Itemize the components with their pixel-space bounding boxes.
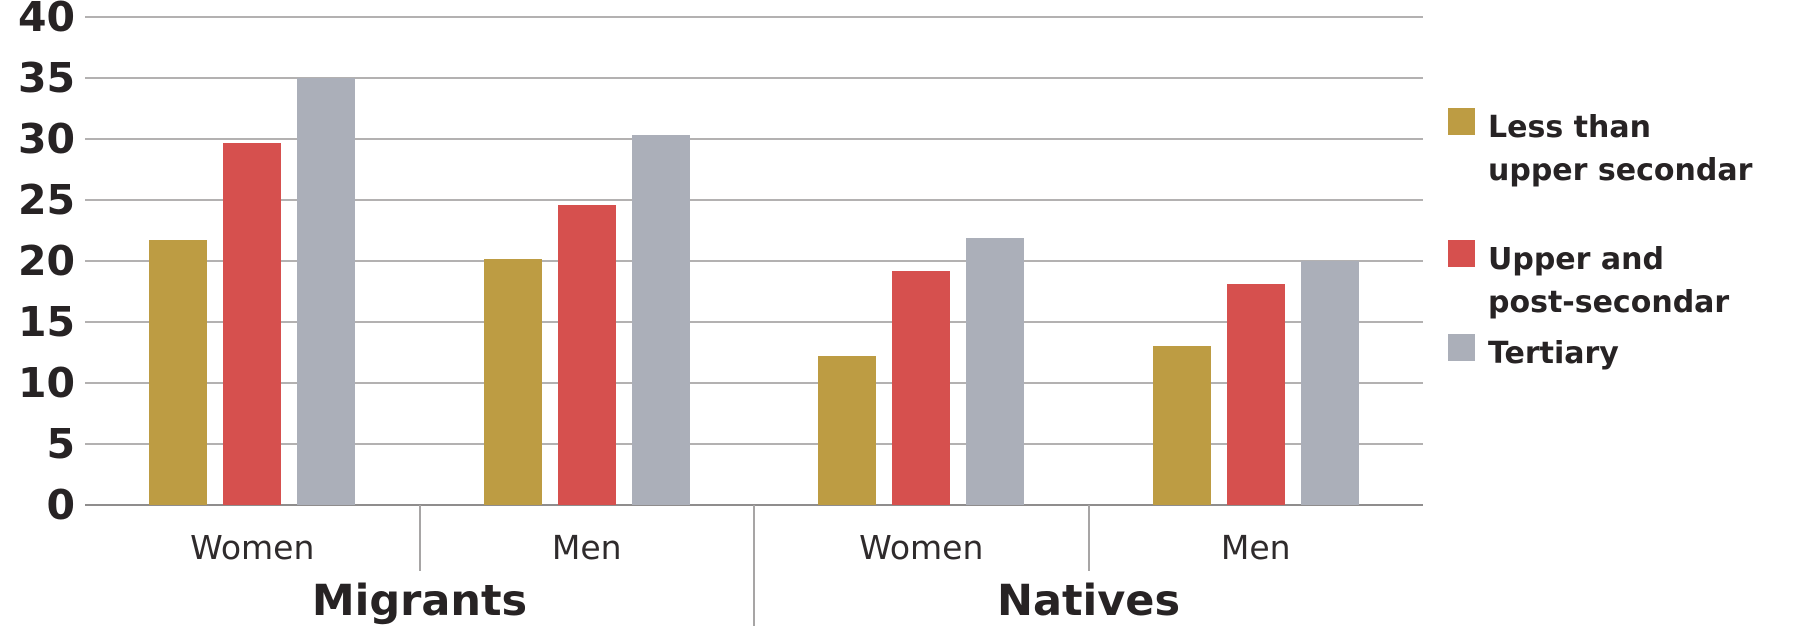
axis-divider-group <box>753 505 755 626</box>
legend-item-upper-and-post-secondary: Upper and post-secondar <box>1448 238 1729 324</box>
x-category-label-2-women: Women <box>859 528 984 567</box>
gridline-30 <box>85 138 1423 140</box>
axis-divider-category <box>418 505 421 571</box>
y-tick-label-5: 5 <box>46 420 75 468</box>
y-tick-label-30: 30 <box>17 115 75 163</box>
bar-natives-men-less-than-upper-secondar <box>1152 346 1211 505</box>
gridline-25 <box>85 199 1423 201</box>
x-group-label-natives: Natives <box>996 576 1181 626</box>
gridline-35 <box>85 77 1423 79</box>
gridline-15 <box>85 321 1423 323</box>
y-tick-label-40: 40 <box>17 0 75 41</box>
y-tick-label-20: 20 <box>17 237 75 285</box>
legend-swatch <box>1448 240 1475 267</box>
legend-label-line: Upper and <box>1488 242 1664 277</box>
bar-migrants-women-tertiary <box>297 78 356 505</box>
y-tick-label-25: 25 <box>17 176 75 224</box>
legend-label-line: upper secondar <box>1488 153 1753 188</box>
bar-natives-men-tertiary <box>1300 261 1359 505</box>
bar-migrants-women-less-than-upper-secondar <box>149 240 208 505</box>
legend-swatch <box>1448 334 1475 361</box>
legend-label: Less than upper secondar <box>1488 106 1752 192</box>
legend-label: Tertiary <box>1488 332 1619 375</box>
bar-natives-men-upper-and-post-secondar <box>1226 284 1285 505</box>
y-tick-label-10: 10 <box>17 359 75 407</box>
legend-item-tertiary: Tertiary <box>1448 332 1619 375</box>
gridline-10 <box>85 382 1423 384</box>
legend-item-less-than-upper-secondary: Less than upper secondar <box>1448 106 1752 192</box>
legend-swatch <box>1448 108 1475 135</box>
bar-migrants-women-upper-and-post-secondar <box>223 142 282 505</box>
bar-natives-women-less-than-upper-secondar <box>818 356 877 505</box>
y-tick-label-0: 0 <box>46 481 75 529</box>
y-tick-label-15: 15 <box>17 298 75 346</box>
gridline-20 <box>85 260 1423 262</box>
x-category-label-1-men: Men <box>551 528 622 567</box>
legend-label-line: Less than <box>1488 110 1651 145</box>
x-group-label-migrants: Migrants <box>311 576 528 626</box>
legend-label-line: post-secondar <box>1488 285 1730 320</box>
x-category-label-3-men: Men <box>1220 528 1291 567</box>
bar-migrants-men-less-than-upper-secondar <box>483 258 542 505</box>
bar-natives-women-upper-and-post-secondar <box>892 270 951 505</box>
axis-divider-category <box>1087 505 1090 571</box>
x-category-label-0-women: Women <box>190 528 315 567</box>
gridline-5 <box>85 443 1423 445</box>
bar-migrants-men-upper-and-post-secondar <box>557 204 616 505</box>
legend-label-line: Tertiary <box>1488 336 1619 371</box>
y-tick-label-35: 35 <box>17 54 75 102</box>
gridline-40 <box>85 16 1423 18</box>
bar-natives-women-tertiary <box>966 237 1025 505</box>
legend-label: Upper and post-secondar <box>1488 238 1729 324</box>
bar-migrants-men-tertiary <box>631 135 690 505</box>
